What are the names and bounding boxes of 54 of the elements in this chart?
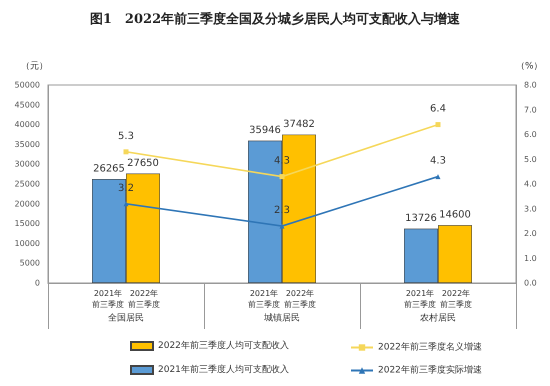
point (280, 174, 284, 180)
text: 2021年前三季度 (92, 289, 124, 309)
y2-tick-label: 6.0 (524, 130, 537, 139)
data-label: 6.4 (430, 104, 446, 115)
y-tick-label: 25000 (14, 180, 40, 188)
y2-tick-label: 8.0 (524, 80, 537, 90)
y-tick-label: 35000 (14, 140, 40, 149)
y-axis-title: （元） (21, 60, 48, 72)
point (124, 201, 128, 206)
y-tick-label: 30000 (14, 160, 40, 169)
data-label: 26265 (93, 163, 125, 174)
point (436, 122, 440, 128)
data-label: 2.3 (274, 205, 290, 216)
data-label: 35946 (249, 125, 281, 136)
legend-label: 2021年前三季度人均可支配收入 (158, 364, 289, 375)
x-tick-label: 城镇居民 (263, 312, 300, 324)
data-label: 27650 (127, 158, 159, 170)
y2-tick-label: 5.0 (524, 154, 537, 164)
legend-label: 2022年前三季度人均可支配收入 (158, 340, 289, 351)
text: 2021年前三季度 (404, 289, 436, 309)
text: 2022年前三季度 (128, 289, 160, 309)
data-label: 37482 (283, 119, 315, 130)
y2-tick-label: 4.0 (524, 180, 537, 188)
y-tick-label: 5000 (20, 258, 40, 268)
y2-tick-label: 7.0 (524, 105, 537, 114)
x-tick-label: 农村居民 (420, 312, 456, 324)
y-tick-label: 50000 (14, 80, 40, 90)
point (124, 149, 128, 154)
data-label: 14600 (439, 210, 471, 221)
y-tick-label: 20000 (14, 199, 40, 208)
data-label: 5.3 (118, 130, 134, 142)
point (280, 224, 284, 229)
legend-label: 2022年前三季度实际增速 (378, 364, 482, 376)
chart-title: 图1 2022年前三季度全国及分城乡居民人均可支配收入与增速 (90, 11, 462, 27)
data-label: 3.2 (118, 182, 134, 194)
y-tick-label: 10000 (14, 238, 40, 248)
text: 2022年前三季度 (440, 289, 472, 309)
y2-tick-label: 2.0 (524, 229, 537, 238)
y2-tick-label: 3.0 (524, 204, 537, 214)
y2-tick-label: 1.0 (524, 254, 537, 263)
y2-axis-title: （%） (516, 62, 543, 72)
y2-tick-label: 0.0 (524, 278, 537, 288)
x-tick-label: 全国居民 (108, 312, 144, 324)
text: 2022年前三季度 (284, 289, 316, 309)
y-tick-label: 15000 (14, 219, 40, 228)
legend-label: 2022年前三季度名义增速 (378, 342, 482, 352)
y-tick-label: 40000 (14, 120, 40, 130)
data-label: 4.3 (430, 156, 446, 167)
text: 2021年前三季度 (248, 289, 280, 309)
data-label: 4.3 (274, 156, 290, 167)
point (436, 174, 440, 180)
y-tick-label: 0 (34, 278, 40, 288)
data-label: 13726 (405, 213, 437, 224)
y-tick-label: 45000 (14, 100, 40, 110)
